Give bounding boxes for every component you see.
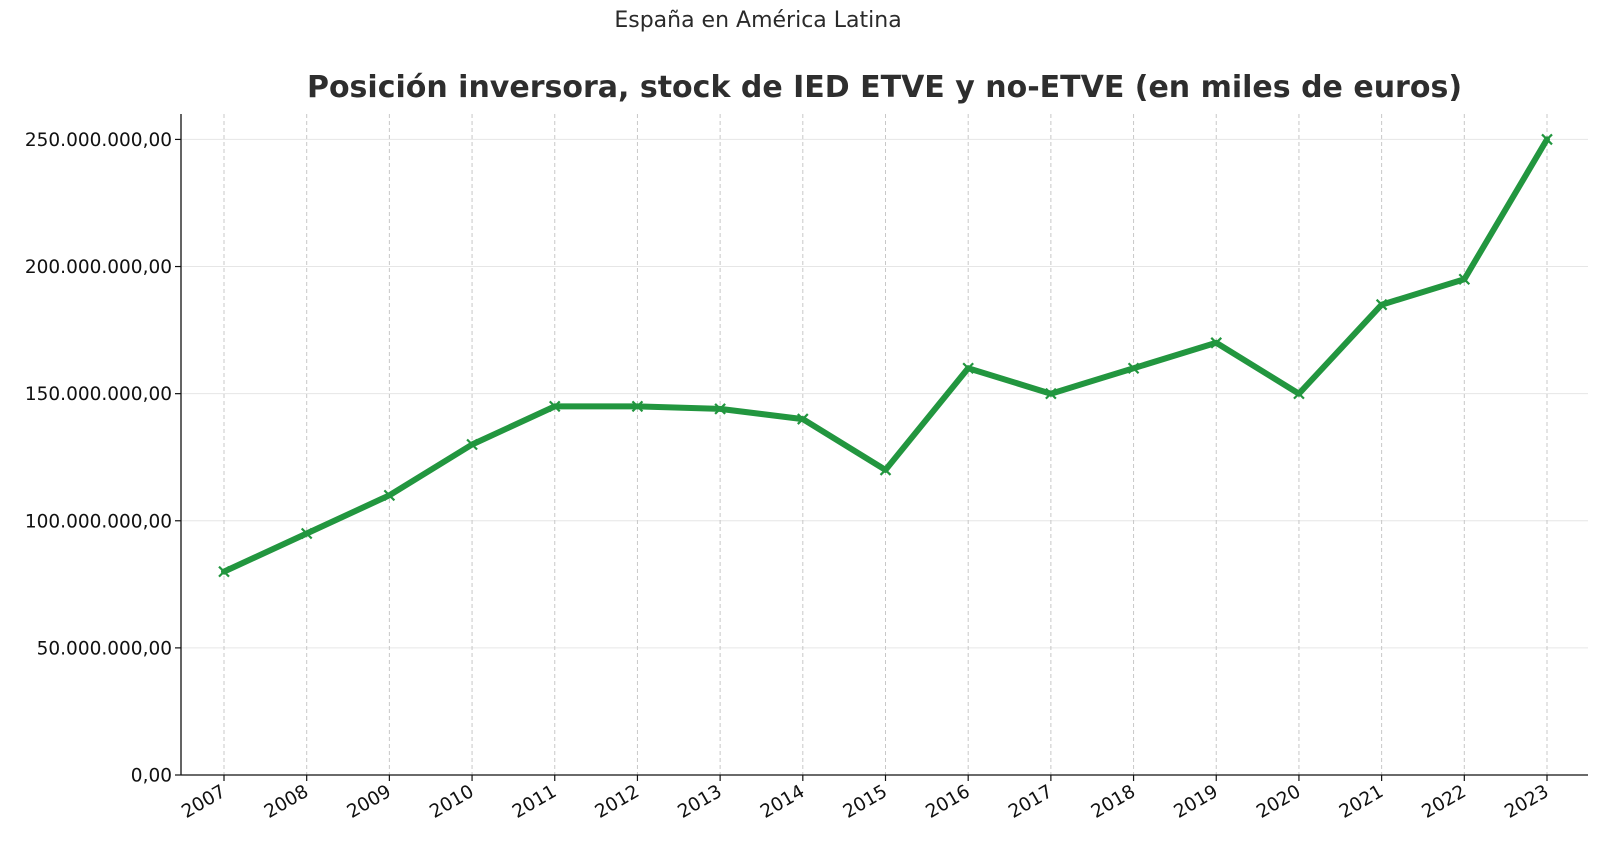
y-tick-label: 150.000.000,00 [25,384,172,405]
data-point-marker [1293,387,1305,400]
data-point-marker [797,413,809,425]
x-tick-label: 2011 [509,781,560,823]
data-point-marker [548,400,561,413]
x-tick-label: 2012 [592,781,643,823]
data-point-marker [218,565,230,578]
y-tick-label: 50.000.000,00 [37,638,172,659]
data-point-marker [631,400,644,413]
x-tick-label: 2013 [674,781,725,823]
data-point-marker [466,438,478,451]
x-tick-label: 2014 [757,781,808,823]
x-tick-label: 2021 [1336,781,1387,823]
data-point-marker [1375,298,1388,311]
data-point-marker [300,527,313,540]
data-point-marker [879,464,892,476]
x-tick-label: 2019 [1170,781,1221,823]
x-tick-label: 2016 [922,781,973,823]
x-tick-label: 2018 [1088,781,1139,823]
data-point-marker [1127,362,1140,375]
x-tick-label: 2015 [840,781,891,823]
data-point-marker [714,403,726,415]
x-tick-label: 2020 [1253,781,1304,823]
x-tick-label: 2017 [1005,781,1056,823]
x-tick-label: 2023 [1501,781,1552,823]
data-point-marker [1210,337,1223,349]
data-point-marker [1458,273,1471,286]
x-tick-label: 2009 [344,781,395,823]
x-tick-label: 2022 [1419,781,1470,823]
x-tick-label: 2007 [178,781,229,823]
y-tick-label: 200.000.000,00 [25,257,172,278]
data-point-marker [962,362,974,375]
data-point-marker [1541,133,1553,146]
x-tick-label: 2010 [426,781,477,823]
x-tick-label: 2008 [261,781,312,823]
y-tick-label: 0,00 [131,766,172,787]
y-tick-label: 100.000.000,00 [25,511,172,532]
figure-suptitle: España en América Latina [614,8,902,33]
y-tick-label: 250.000.000,00 [25,130,172,151]
chart-title: Posición inversora, stock de IED ETVE y … [307,70,1462,105]
data-point-marker [383,489,396,502]
data-point-marker [1045,387,1057,400]
